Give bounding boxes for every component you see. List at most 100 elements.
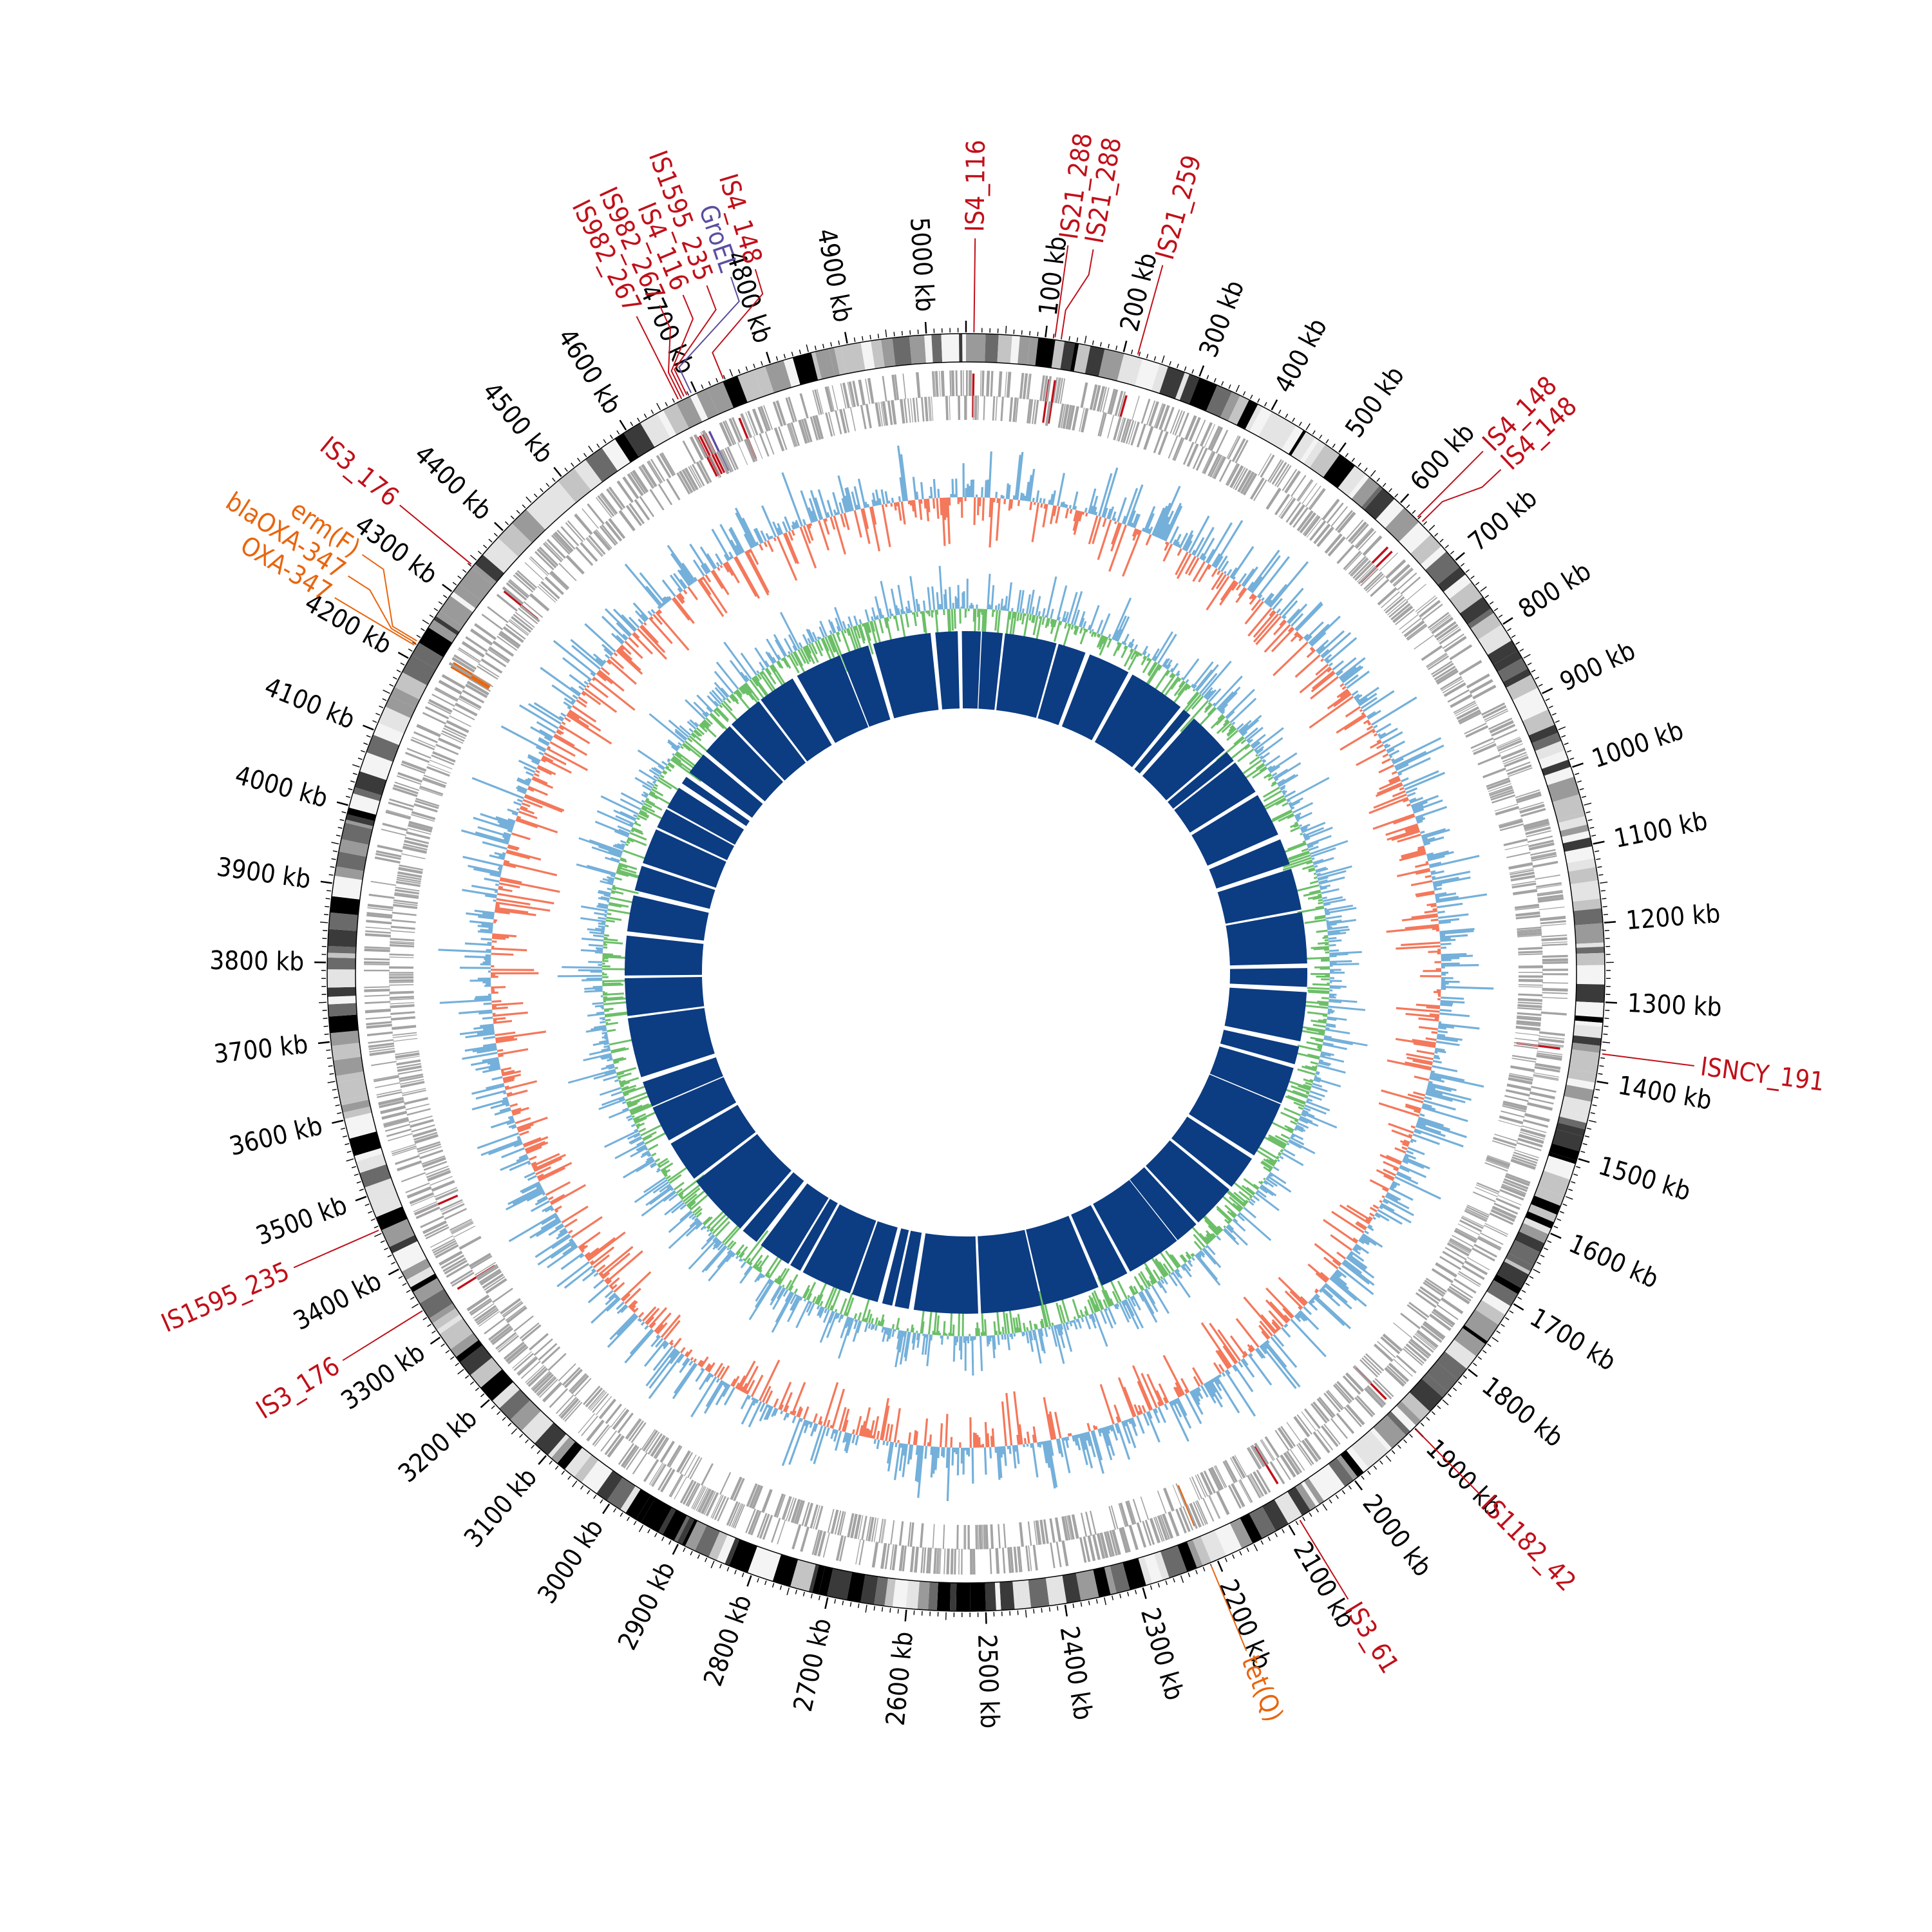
gene-block [434, 688, 458, 702]
minor-tick [1385, 1455, 1392, 1462]
skew-positive-bar [898, 1331, 905, 1353]
gene-block [404, 839, 428, 848]
gene-block [380, 1105, 406, 1115]
gc-low-bar [1192, 1367, 1204, 1385]
skew-positive-bar [790, 1294, 799, 1311]
minor-tick [1005, 325, 1007, 334]
gc-high-bar [637, 1318, 641, 1321]
position-label: 800 kb [1513, 556, 1596, 625]
gene-block [451, 1222, 474, 1235]
skew-negative-bar [839, 1298, 848, 1314]
major-tick [1513, 1303, 1524, 1311]
gene-block [1514, 1149, 1539, 1159]
gene-block [389, 966, 414, 969]
gene-block [560, 1397, 580, 1419]
gc-high-bar [735, 544, 742, 554]
gene-block [1235, 468, 1248, 491]
ideogram-band [819, 1566, 833, 1596]
gene-block [1356, 564, 1375, 583]
gc-high-bar [1390, 758, 1395, 762]
gene-block [852, 381, 860, 407]
gc-high-bar [459, 1028, 495, 1036]
skew-negative-bar [1269, 1136, 1287, 1147]
ideogram-band [1373, 1415, 1406, 1449]
gene-block [1515, 789, 1540, 799]
skew-positive-bar [1113, 615, 1127, 641]
gc-low-bar [1356, 748, 1387, 766]
gene-block [1531, 855, 1557, 862]
gc-low-bar [843, 1419, 849, 1432]
major-tick [1468, 1368, 1478, 1378]
gc-high-bar [1276, 608, 1282, 614]
gc-high-bar [1425, 1092, 1453, 1103]
gene-block [649, 1462, 663, 1485]
gene-block [1517, 998, 1543, 1002]
skew-negative-bar [1288, 1080, 1311, 1090]
skew-positive-bar [1326, 920, 1329, 922]
skew-negative-bar [984, 1319, 987, 1336]
gc-high-bar [498, 822, 514, 829]
gc-low-bar [1217, 570, 1221, 576]
gc-low-bar [945, 1414, 949, 1448]
gc-low-bar [1073, 509, 1078, 522]
gc-high-bar [1144, 513, 1155, 533]
gene-block [618, 1443, 635, 1465]
gene-block [717, 1497, 730, 1522]
skew-negative-bar [1303, 891, 1321, 897]
skew-positive-bar [1321, 888, 1340, 895]
gc-low-bar [1175, 1382, 1184, 1396]
gc-low-bar [500, 877, 522, 884]
minor-tick [1600, 881, 1608, 884]
gene-block [1045, 376, 1052, 402]
gc-low-bar [550, 1184, 587, 1206]
gene-block [1067, 405, 1075, 430]
major-tick [317, 1041, 330, 1045]
gene-block [1495, 1197, 1520, 1210]
gene-block [1354, 1397, 1374, 1417]
gc-high-bar [1432, 1065, 1458, 1072]
skew-positive-bar [1318, 1061, 1330, 1066]
gc-low-bar [491, 936, 506, 940]
gene-block [392, 787, 418, 797]
gene-block [390, 1016, 415, 1021]
gene-block [369, 1048, 395, 1053]
ideogram-band [941, 334, 960, 363]
gc-high-bar [1436, 902, 1463, 909]
gene-block [1518, 1133, 1544, 1144]
gc-high-bar [1048, 499, 1051, 505]
gene-block [529, 1332, 549, 1351]
gc-high-bar [763, 1405, 772, 1421]
gene-block [377, 1091, 402, 1099]
gene-block [408, 823, 433, 833]
gene-block [1204, 424, 1216, 448]
gene-block [1449, 1239, 1472, 1253]
gc-high-bar [525, 779, 531, 783]
skew-negative-bar [1154, 1260, 1167, 1278]
gc-high-bar [1092, 1430, 1103, 1461]
gene-block [737, 442, 748, 466]
ideogram-band [328, 1014, 359, 1034]
skew-positive-bar [1294, 1128, 1298, 1132]
gene-block [1437, 626, 1460, 642]
gene-block [488, 646, 511, 663]
minor-tick [1489, 601, 1494, 605]
gc-high-bar [1047, 1440, 1058, 1488]
gc-high-bar [793, 522, 799, 529]
ideogram-band [401, 1258, 431, 1280]
major-tick [1271, 399, 1278, 411]
minor-tick [1239, 1551, 1242, 1556]
skew-positive-bar [1217, 686, 1241, 711]
ideogram-band [499, 1389, 531, 1420]
gene-block [431, 1180, 455, 1192]
minor-tick [1188, 1572, 1191, 1577]
ideogram-band [574, 459, 603, 491]
gc-high-bar [470, 1059, 499, 1066]
gc-high-bar [1426, 1089, 1443, 1096]
gc-high-bar [1049, 493, 1054, 506]
ideogram-band [492, 1381, 520, 1409]
gene-block [1540, 1011, 1567, 1016]
gc-high-bar [810, 1425, 824, 1461]
gc-low-bar [1215, 1350, 1229, 1370]
gc-low-bar [1260, 1314, 1278, 1333]
gene-block [972, 395, 974, 421]
